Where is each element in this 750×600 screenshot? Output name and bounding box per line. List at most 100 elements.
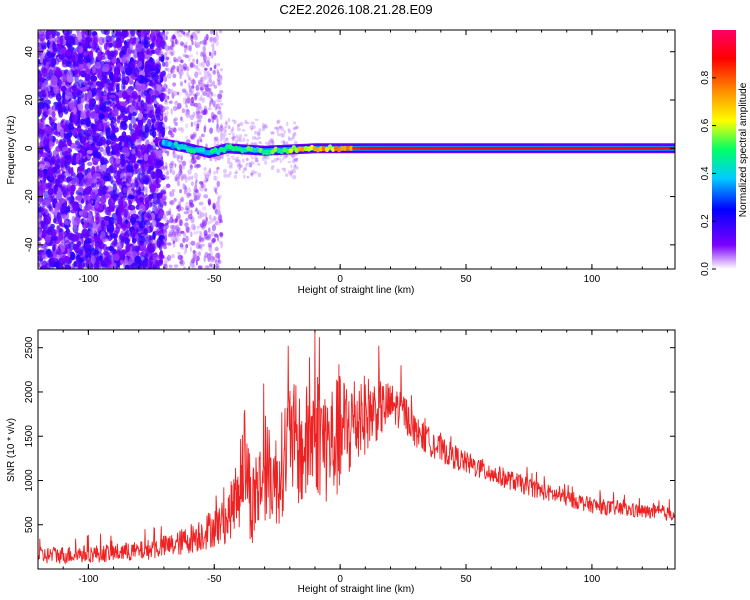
noise-cell xyxy=(105,185,113,195)
noise-cell xyxy=(137,60,143,68)
noise-cell xyxy=(80,146,86,151)
noise-cell xyxy=(212,80,216,87)
noise-cell xyxy=(65,227,70,235)
noise-cell xyxy=(127,195,135,200)
ridge-cell xyxy=(197,147,203,153)
noise-cell xyxy=(75,154,79,164)
noise-cell xyxy=(162,123,166,128)
noise-cell xyxy=(163,89,167,93)
noise-cell xyxy=(200,245,203,252)
colorbar-tick-label: 0.2 xyxy=(700,214,711,228)
noise-cell xyxy=(224,121,228,126)
noise-cell xyxy=(265,141,269,145)
noise-cell xyxy=(174,100,179,106)
noise-cell xyxy=(178,173,181,179)
noise-cell xyxy=(271,140,274,145)
noise-cell xyxy=(172,82,177,87)
noise-cell xyxy=(220,242,223,249)
noise-cell xyxy=(140,83,147,90)
noise-cell xyxy=(251,169,256,175)
noise-cell xyxy=(244,119,248,124)
noise-cell xyxy=(235,159,238,163)
noise-cell xyxy=(120,222,127,229)
noise-cell xyxy=(184,247,188,254)
noise-cell xyxy=(178,63,182,68)
noise-cell xyxy=(275,126,279,130)
noise-cell xyxy=(43,147,49,152)
noise-cell xyxy=(234,139,239,145)
noise-cell xyxy=(265,125,268,129)
y-tick-label: 2500 xyxy=(24,336,35,359)
noise-cell xyxy=(218,259,222,265)
noise-cell xyxy=(90,127,96,137)
noise-cell xyxy=(255,137,260,141)
noise-cell xyxy=(100,30,108,35)
noise-cell xyxy=(202,54,207,62)
noise-cell xyxy=(181,88,187,93)
noise-cell xyxy=(203,171,208,177)
noise-cell xyxy=(212,69,216,75)
noise-cell xyxy=(101,122,107,133)
noise-cell xyxy=(193,231,198,235)
noise-cell xyxy=(55,248,60,255)
noise-cell xyxy=(137,144,143,150)
noise-cell xyxy=(122,54,128,63)
noise-cell xyxy=(291,155,295,159)
noise-cell xyxy=(47,187,54,196)
noise-cell xyxy=(96,85,103,91)
noise-cell xyxy=(38,229,42,236)
noise-cell xyxy=(87,161,93,166)
noise-cell xyxy=(217,196,221,203)
noise-cell xyxy=(296,166,299,170)
noise-cell xyxy=(216,117,219,125)
noise-cell xyxy=(95,216,100,225)
noise-cell xyxy=(209,217,214,224)
noise-cell xyxy=(42,201,47,208)
noise-cell xyxy=(228,171,232,175)
noise-cell xyxy=(175,176,180,183)
noise-cell xyxy=(210,37,214,42)
noise-cell xyxy=(94,256,102,261)
noise-cell xyxy=(283,167,287,173)
noise-cell xyxy=(184,112,190,116)
snr-ylabel: SNR (10 * v/v) xyxy=(6,418,17,482)
noise-cell xyxy=(64,264,72,269)
noise-cell xyxy=(209,263,213,268)
noise-cell xyxy=(58,218,63,226)
noise-cell xyxy=(235,134,239,139)
noise-cell xyxy=(165,95,168,100)
noise-cell xyxy=(113,70,118,80)
x-tick-label: -100 xyxy=(78,574,98,585)
noise-cell xyxy=(41,45,47,50)
noise-cell xyxy=(207,198,211,205)
noise-cell xyxy=(169,167,172,174)
noise-cell xyxy=(72,83,78,92)
noise-cell xyxy=(203,40,208,46)
noise-cell xyxy=(193,64,199,69)
noise-cell xyxy=(198,236,202,244)
noise-cell xyxy=(83,150,88,156)
noise-cell xyxy=(283,129,286,135)
noise-cell xyxy=(258,128,262,133)
noise-cell xyxy=(205,265,210,269)
noise-cell xyxy=(50,75,58,86)
noise-cell xyxy=(169,216,174,224)
noise-cell xyxy=(177,33,183,38)
noise-cell xyxy=(214,187,218,194)
noise-cell xyxy=(248,161,251,166)
noise-cell xyxy=(66,196,74,201)
noise-cell xyxy=(154,47,161,55)
noise-cell xyxy=(163,172,168,179)
noise-cell xyxy=(150,171,156,179)
noise-cell xyxy=(89,235,96,243)
noise-cell xyxy=(204,212,208,219)
noise-cell xyxy=(183,266,186,269)
noise-cell xyxy=(218,106,222,110)
noise-cell xyxy=(156,114,161,121)
noise-cell xyxy=(118,135,125,141)
noise-cell xyxy=(258,141,262,144)
noise-cell xyxy=(159,40,164,48)
noise-cell xyxy=(38,33,42,40)
noise-cell xyxy=(68,256,73,264)
noise-cell xyxy=(179,41,184,46)
